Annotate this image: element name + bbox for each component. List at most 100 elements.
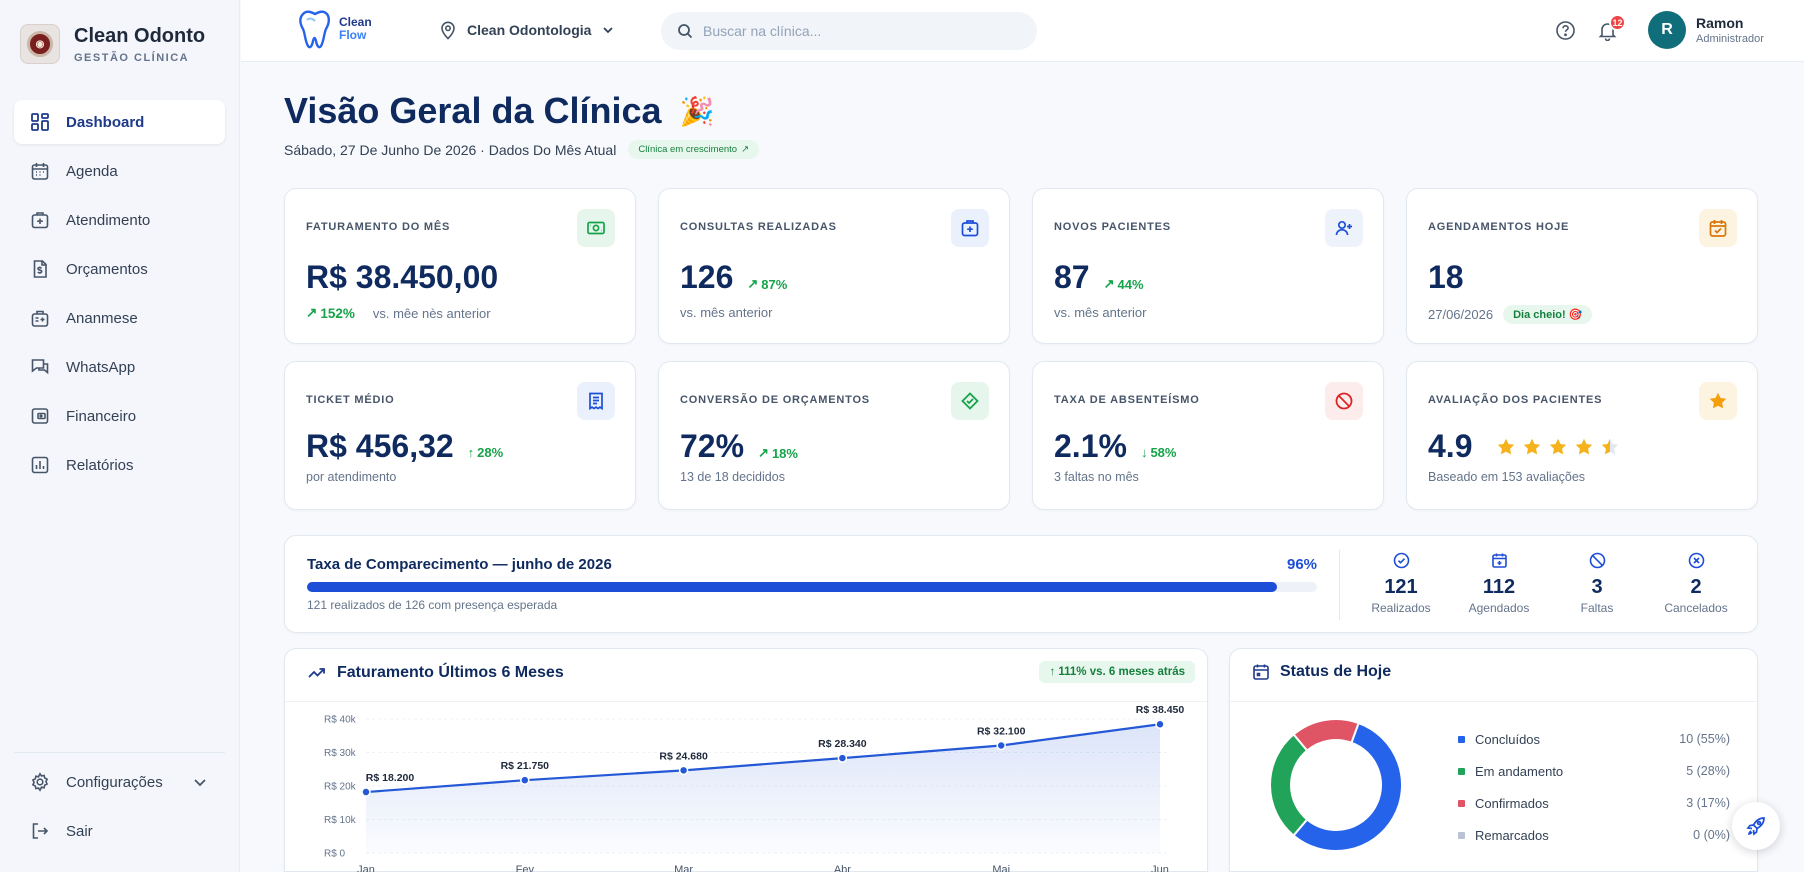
chat-icon — [31, 359, 49, 375]
search-icon — [678, 24, 693, 39]
help-icon — [1556, 21, 1575, 40]
kpi-sub: vs. mês anterior — [680, 305, 773, 320]
ban-icon — [1325, 382, 1363, 420]
status-badge: Dia cheio! 🎯 — [1503, 305, 1593, 324]
kpi-value-text: 87 — [1054, 259, 1090, 295]
legend-label: Concluídos — [1475, 731, 1541, 747]
cleanflow-logo[interactable]: Clean Flow — [295, 8, 372, 50]
x-tick-label: Mai — [992, 864, 1010, 872]
notifications-button[interactable]: 12 — [1597, 14, 1626, 46]
kpi-card-ticket-medio: TICKET MÉDIO R$ 456,32 ↑ 28% por atendime… — [284, 361, 636, 510]
sidebar-item-label: Financeiro — [66, 407, 137, 425]
clinic-selector[interactable]: Clean Odontologia — [439, 20, 615, 40]
user-menu[interactable]: R Ramon Administrador — [1648, 11, 1764, 49]
revenue-chart-title: Faturamento Últimos 6 Meses — [337, 664, 564, 681]
kpi-value: R$ 38.450,00 — [306, 259, 498, 296]
trend-up-icon: ↗ — [741, 144, 750, 155]
sidebar-item-label: Sair — [66, 822, 93, 840]
page-title-text: Visão Geral da Clínica — [284, 90, 662, 131]
y-tick-label: R$ 0 — [324, 849, 346, 860]
medical-plus-icon — [31, 212, 49, 229]
legend-value: 0 (0%) — [1693, 828, 1730, 842]
rating-star-icon — [1550, 438, 1567, 455]
sidebar-item-dashboard[interactable]: Dashboard — [14, 100, 225, 144]
kpi-trend: ↗ 152% — [306, 305, 355, 321]
sidebar-item-relatorios[interactable]: Relatórios — [14, 443, 225, 487]
data-point — [837, 753, 848, 763]
sidebar-item-label: WhatsApp — [66, 358, 136, 376]
status-today-title: Status de Hoje — [1280, 663, 1392, 680]
sidebar-item-agenda[interactable]: Agenda — [14, 149, 225, 193]
divider — [1339, 550, 1340, 620]
kpi-value: 72% ↗ 18% — [680, 428, 798, 465]
kpi-label: CONSULTAS REALIZADAS — [680, 221, 837, 233]
growth-badge-label: Clínica em crescimento — [638, 144, 738, 155]
kpi-label: AGENDAMENTOS HOJE — [1428, 221, 1570, 233]
chevron-down-icon — [194, 779, 206, 787]
user-name: Ramon — [1696, 15, 1744, 31]
sidebar-item-ananmese[interactable]: Ananmese — [14, 296, 225, 340]
sidebar-item-label: Dashboard — [66, 113, 145, 131]
stat-label: Cancelados — [1664, 601, 1728, 615]
attendance-title: Taxa de Comparecimento — junho de 2026 — [307, 556, 612, 573]
money-icon — [577, 209, 615, 247]
kpi-value-text: 2.1% — [1054, 428, 1127, 464]
divider — [1230, 701, 1757, 702]
kpi-trend: ↗ 18% — [758, 445, 798, 461]
kpi-value: 2.1% ↓ 58% — [1054, 428, 1176, 465]
sidebar-item-label: Agenda — [66, 162, 118, 180]
legend-value: 5 (28%) — [1686, 764, 1730, 778]
kpi-label: TICKET MÉDIO — [306, 394, 395, 406]
kpi-value-text: 126 — [680, 259, 734, 295]
kpi-sub: 13 de 18 decididos — [680, 470, 785, 484]
medical-kit-icon — [951, 209, 989, 247]
clinic-logo: ◉ — [20, 24, 60, 64]
sidebar-item-configuracoes[interactable]: Configurações — [14, 760, 226, 804]
data-point — [520, 775, 530, 785]
notification-badge: 12 — [1609, 14, 1626, 31]
kpi-label: AVALIAÇÃO DOS PACIENTES — [1428, 394, 1603, 406]
y-tick-label: R$ 20k — [324, 782, 357, 793]
attendance-card: Taxa de Comparecimento — junho de 2026 9… — [284, 535, 1758, 633]
attendance-stat-faltas: 3 Faltas — [1557, 552, 1637, 615]
launch-button[interactable] — [1732, 802, 1780, 850]
search-bar[interactable] — [661, 12, 1037, 50]
sidebar-item-sair[interactable]: Sair — [14, 809, 226, 853]
legend-swatch — [1458, 799, 1465, 807]
party-emoji-icon: 🎉 — [679, 95, 715, 127]
sidebar-item-label: Atendimento — [66, 211, 151, 229]
sidebar-item-whatsapp[interactable]: WhatsApp — [14, 345, 225, 389]
kpi-sub: ↗ 152% vs. mêe nès anterior — [306, 305, 491, 321]
data-point — [996, 740, 1006, 751]
sidebar-item-atendimento[interactable]: Atendimento — [14, 198, 225, 242]
date-text: Sábado, 27 De Junho De 2026 · Dados Do M… — [284, 141, 617, 158]
kpi-sub: 27/06/2026 Dia cheio! 🎯 — [1428, 305, 1593, 324]
search-input[interactable] — [703, 23, 1003, 39]
sidebar-item-orcamentos[interactable]: Orçamentos — [14, 247, 225, 291]
attendance-progress-fill — [307, 582, 1277, 592]
kpi-trend-value: 18% — [771, 445, 798, 461]
help-button[interactable] — [1555, 20, 1576, 46]
stat-label: Realizados — [1371, 601, 1431, 615]
kpi-sub: Baseado em 153 avaliações — [1428, 470, 1586, 484]
logout-icon — [32, 823, 49, 839]
document-dollar-icon — [33, 260, 47, 278]
sidebar-item-label: Configurações — [66, 773, 163, 791]
location-pin-icon — [441, 21, 455, 40]
kpi-label: CONVERSÃO DE ORÇAMENTOS — [680, 394, 870, 406]
x-tick-label: Mar — [674, 864, 693, 872]
x-circle-icon — [1688, 552, 1704, 569]
revenue-line — [365, 723, 1161, 794]
kpi-trend: ↗ 87% — [747, 276, 788, 292]
sidebar-item-financeiro[interactable]: Financeiro — [14, 394, 225, 438]
legend-item-concluidos: Concluídos 10 (55%) — [1458, 723, 1730, 755]
gear-icon — [31, 772, 49, 792]
sidebar-divider — [14, 752, 225, 753]
kpi-value-text: R$ 38.450,00 — [306, 259, 499, 295]
kpi-card-faturamento: FATURAMENTO DO MÊS R$ 38.450,00 ↗ 152% v… — [284, 188, 636, 344]
legend-label: Em andamento — [1475, 763, 1564, 779]
brand-name: Clean Odonto — [74, 24, 206, 47]
revenue-area — [366, 724, 1160, 853]
kpi-label: TAXA DE ABSENTEÍSMO — [1054, 394, 1200, 406]
kpi-label: FATURAMENTO DO MÊS — [306, 221, 451, 233]
